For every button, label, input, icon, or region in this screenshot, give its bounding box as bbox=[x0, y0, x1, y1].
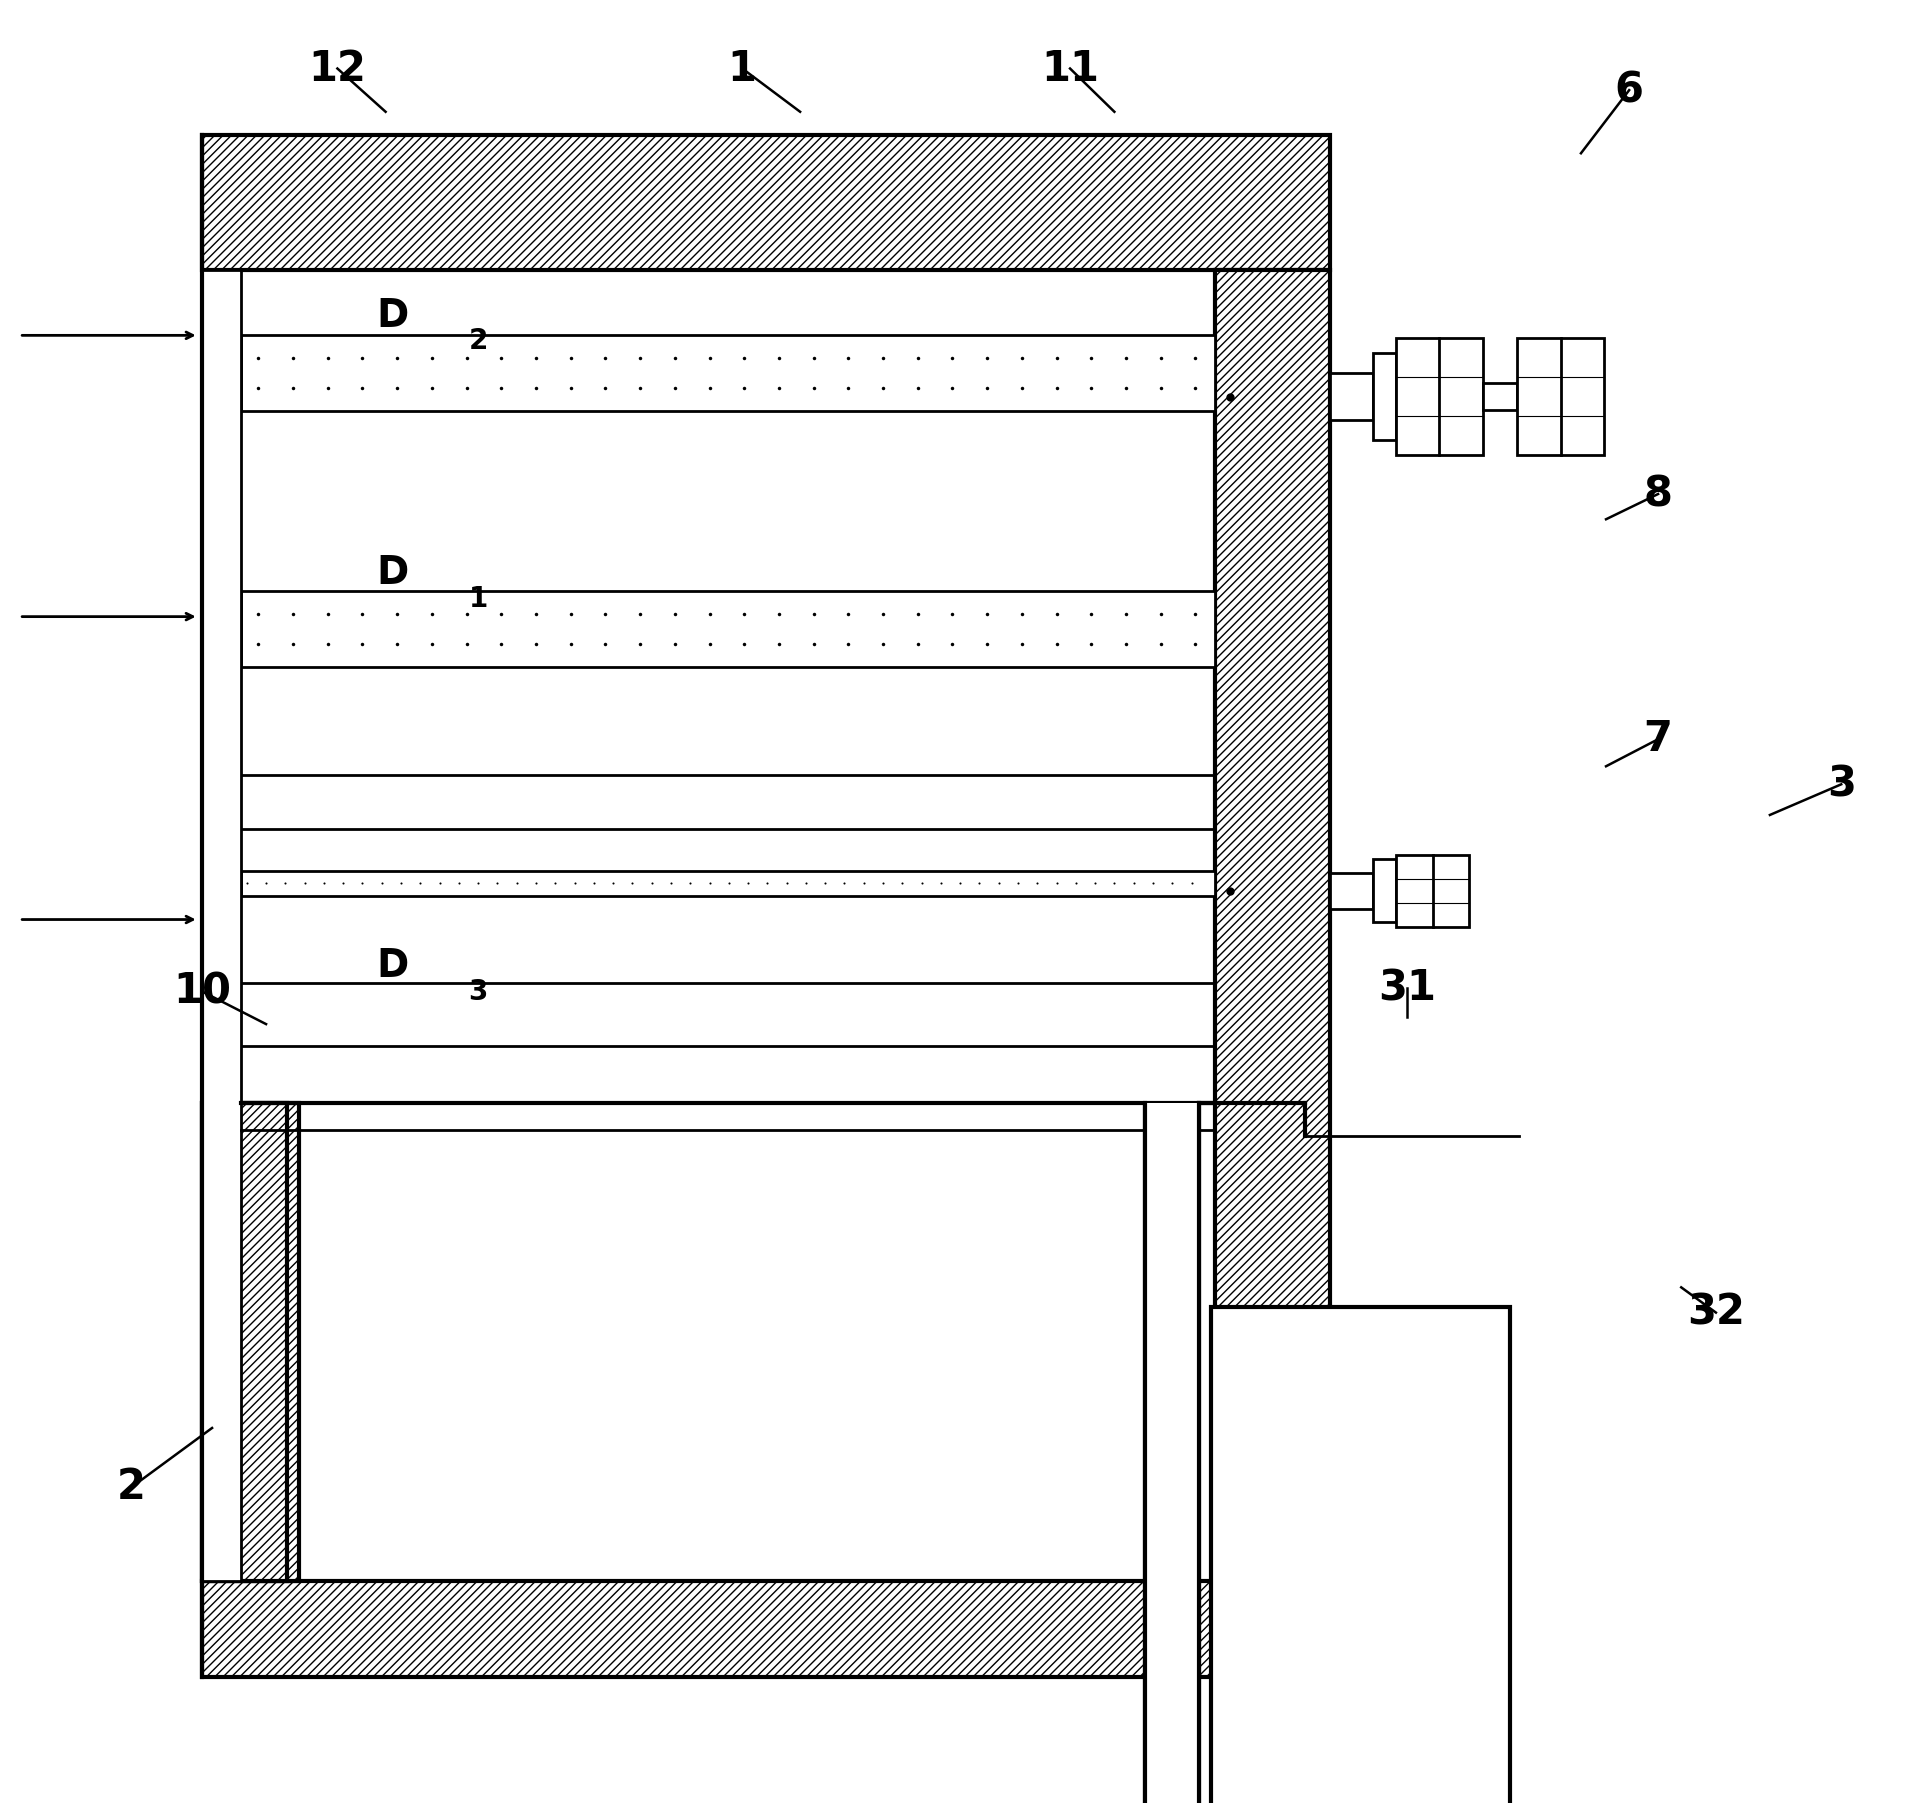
Bar bbox=[1483, 382, 1517, 409]
Text: 8: 8 bbox=[1643, 472, 1674, 516]
Bar bbox=[1330, 373, 1373, 420]
Text: D: D bbox=[376, 296, 409, 335]
Text: 2: 2 bbox=[118, 1466, 145, 1509]
Text: 32: 32 bbox=[1687, 1291, 1745, 1334]
Text: 2: 2 bbox=[469, 326, 488, 355]
Text: 7: 7 bbox=[1643, 718, 1674, 761]
Bar bbox=[202, 1103, 299, 1581]
Text: 31: 31 bbox=[1379, 966, 1436, 1010]
Text: D: D bbox=[376, 947, 409, 986]
Bar bbox=[1396, 337, 1483, 454]
Bar bbox=[1215, 270, 1330, 1581]
Bar bbox=[1211, 1307, 1510, 1803]
Text: 3: 3 bbox=[1826, 763, 1857, 806]
Text: 12: 12 bbox=[308, 47, 366, 90]
Bar bbox=[241, 871, 1215, 896]
Text: 3: 3 bbox=[469, 977, 488, 1006]
Bar bbox=[241, 591, 1215, 667]
Text: D: D bbox=[376, 554, 409, 593]
Text: 6: 6 bbox=[1614, 69, 1645, 112]
Bar bbox=[202, 1103, 287, 1581]
Bar bbox=[241, 335, 1215, 411]
Text: 1: 1 bbox=[727, 47, 758, 90]
Bar bbox=[1517, 337, 1604, 454]
Bar bbox=[202, 1581, 1330, 1677]
Text: 10: 10 bbox=[174, 970, 231, 1013]
Text: 11: 11 bbox=[1041, 47, 1099, 90]
Bar bbox=[1373, 353, 1396, 440]
Bar bbox=[1373, 860, 1396, 921]
Bar bbox=[1396, 855, 1469, 927]
Bar bbox=[202, 135, 1330, 270]
Text: 1: 1 bbox=[469, 584, 488, 613]
Bar bbox=[1330, 873, 1373, 909]
Bar bbox=[202, 270, 241, 1581]
Bar bbox=[1145, 1103, 1199, 1803]
